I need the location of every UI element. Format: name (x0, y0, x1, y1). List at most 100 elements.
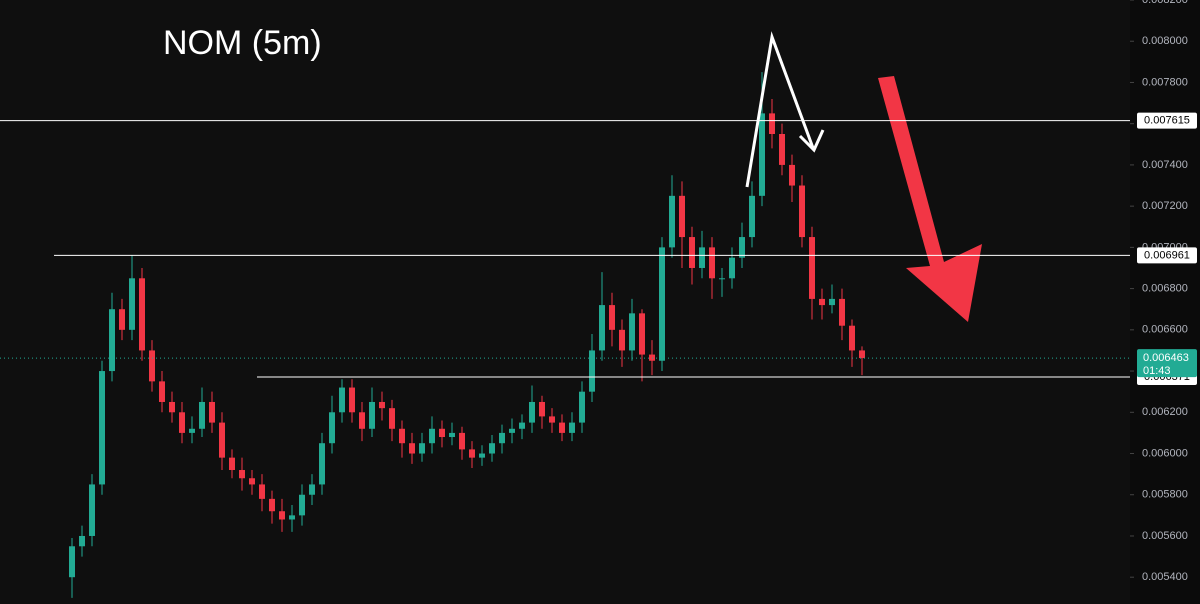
candle-body (409, 443, 415, 454)
candle-body (109, 309, 115, 372)
candle-body (369, 401, 375, 429)
candle-body (759, 113, 765, 196)
candle-body (539, 401, 545, 417)
last-price-box (1137, 349, 1197, 378)
candle-body (659, 247, 665, 361)
candle-body (159, 381, 165, 402)
price-axis (1130, 0, 1200, 604)
plot (69, 72, 865, 598)
candle-body (89, 484, 95, 536)
candle-body (819, 298, 825, 306)
y-tick-label: 0.006600 (1142, 324, 1188, 336)
candle-body (429, 428, 435, 444)
level-label-box (1137, 247, 1197, 264)
candle-body (619, 329, 625, 351)
candle-body (509, 428, 515, 433)
candle-body (99, 371, 105, 485)
candle-body (299, 494, 305, 516)
drawing-zigzag (745, 31, 815, 188)
y-tick-label: 0.008000 (1142, 35, 1188, 47)
y-tick-label: 0.007200 (1142, 200, 1188, 212)
candle-body (679, 195, 685, 238)
candle-body (209, 401, 215, 423)
y-tick-label: 0.006000 (1142, 447, 1188, 459)
candle-body (339, 387, 345, 413)
level-label: 0.006961 (1144, 249, 1190, 261)
candle-body (239, 470, 245, 479)
candle-body (259, 484, 265, 499)
candle-body (629, 313, 635, 351)
candle-body (439, 428, 445, 438)
level-label: 0.007615 (1144, 115, 1190, 127)
candle-body (719, 278, 725, 280)
candle-body (379, 401, 385, 409)
candle-body (459, 432, 465, 450)
candle-body (549, 416, 555, 423)
candle-body (129, 278, 135, 330)
candle-body (399, 428, 405, 444)
candle-body (119, 309, 125, 330)
candle-body (149, 350, 155, 382)
candle-body (189, 428, 195, 433)
candle-body (839, 298, 845, 326)
candle-body (269, 498, 275, 512)
candle-body (709, 247, 715, 279)
candle-body (469, 449, 475, 458)
drawing-arrowhead (798, 129, 825, 153)
candle-body (599, 305, 605, 351)
candle-body (569, 422, 575, 433)
candle-body (699, 247, 705, 268)
candle-body (329, 412, 335, 444)
candle-body (769, 113, 775, 134)
candle-body (519, 422, 525, 429)
candle-body (349, 387, 355, 413)
level-label-box (1137, 112, 1197, 129)
candle-body (289, 515, 295, 520)
candle-body (589, 350, 595, 392)
y-tick-label: 0.005800 (1142, 489, 1188, 501)
candle-body (229, 457, 235, 471)
y-tick-label: 0.007400 (1142, 159, 1188, 171)
candle-body (639, 313, 645, 355)
candle-body (739, 237, 745, 258)
drawing-red-arrow (878, 76, 982, 322)
candle-body (179, 412, 185, 433)
candle-body (789, 164, 795, 186)
candle-body (359, 412, 365, 429)
candle-body (139, 278, 145, 351)
countdown-label: 01:43 (1143, 365, 1171, 377)
candle-body (499, 432, 505, 444)
candle-body (419, 443, 425, 454)
candle-body (829, 298, 835, 306)
candle-body (79, 535, 85, 547)
candle-body (169, 401, 175, 413)
candle-body (479, 453, 485, 458)
candle-body (389, 408, 395, 429)
y-tick-label: 0.006200 (1142, 406, 1188, 418)
candle-body (779, 133, 785, 165)
last-price-label: 0.006463 (1143, 352, 1189, 364)
chart-title: NOM (5m) (163, 24, 322, 62)
candle-body (529, 401, 535, 423)
candle-body (669, 195, 675, 248)
candle-body (729, 257, 735, 279)
candle-body (749, 195, 755, 238)
candle-body (489, 443, 495, 454)
candle-body (219, 422, 225, 458)
candle-body (199, 401, 205, 429)
candle-body (449, 432, 455, 438)
candle-body (859, 350, 865, 359)
candle-body (609, 305, 615, 330)
y-tick-label: 0.005400 (1142, 571, 1188, 583)
candle-body (809, 237, 815, 299)
candle-body (559, 422, 565, 433)
candle-body (249, 478, 255, 485)
candle-body (279, 511, 285, 520)
y-tick-label: 0.007800 (1142, 76, 1188, 88)
candle-body (309, 484, 315, 495)
candle-body (849, 325, 855, 351)
candle-body (579, 391, 585, 423)
candle-body (689, 237, 695, 268)
